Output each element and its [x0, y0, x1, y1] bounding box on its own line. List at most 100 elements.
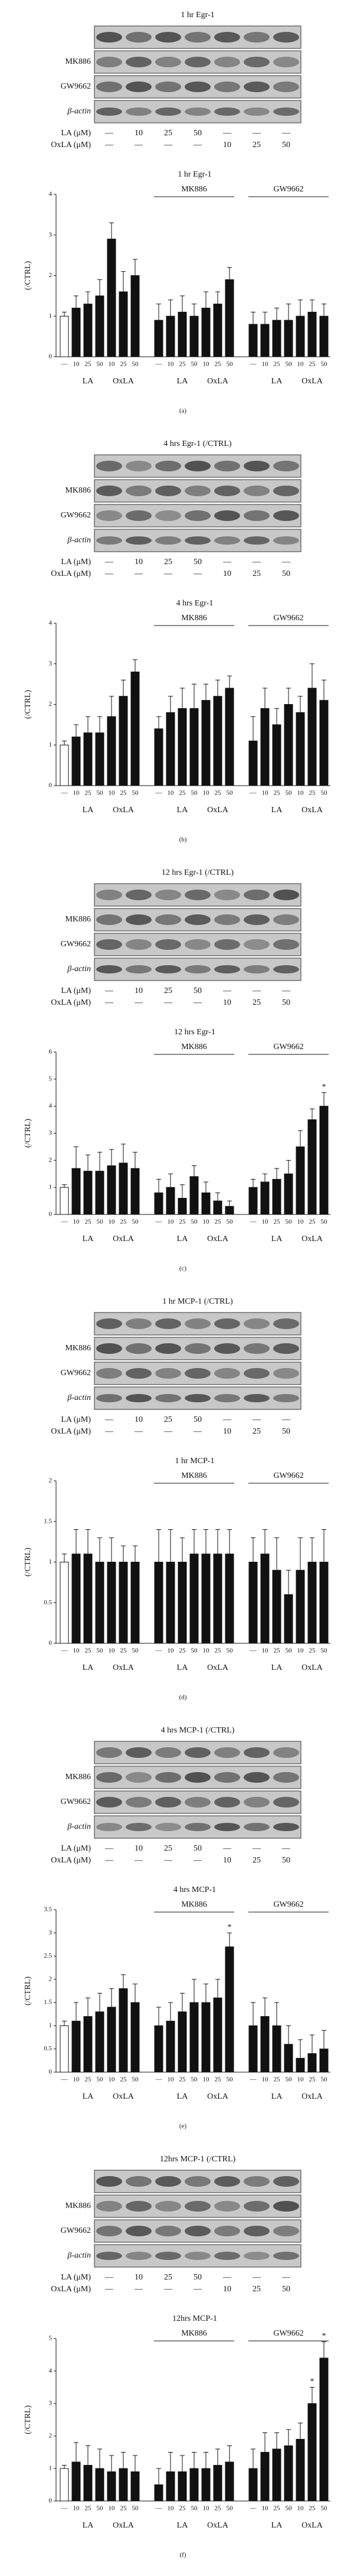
- y-tick-label: 4: [49, 191, 53, 198]
- bar: [130, 275, 140, 357]
- treatment-label: OxLA (μM): [51, 569, 91, 578]
- blot-band: [96, 108, 122, 116]
- blot-band: [155, 2201, 181, 2212]
- error-bar: [156, 2468, 161, 2485]
- blot-band: [155, 1368, 181, 1379]
- blot-band: [244, 1747, 270, 1758]
- x-tick-label: 10: [73, 2076, 80, 2083]
- treatment-label: LA (μM): [61, 1844, 91, 1853]
- lane-label: —: [193, 1856, 202, 1865]
- lane-label: 50: [282, 1856, 290, 1865]
- y-tick-label: 2: [49, 2432, 53, 2440]
- blot-band: [155, 1318, 181, 1329]
- x-tick-label: 25: [120, 361, 127, 368]
- error-bar: [180, 2455, 185, 2472]
- error-bar: [286, 304, 291, 321]
- blot-band: [155, 1772, 181, 1783]
- group-sublabel: LA: [271, 1663, 283, 1672]
- error-bar: [180, 1184, 185, 1199]
- error-bar: [251, 1178, 255, 1188]
- x-tick-label: —: [155, 790, 163, 797]
- bar: [319, 700, 329, 786]
- x-tick-label: —: [250, 790, 257, 797]
- blot-band: [96, 1343, 122, 1354]
- x-tick-label: 25: [85, 790, 92, 797]
- bar: [189, 315, 199, 357]
- blot-band: [185, 1772, 211, 1783]
- x-tick-label: 10: [262, 2505, 269, 2512]
- bar: [284, 2044, 293, 2073]
- lane-label: 10: [135, 1844, 143, 1853]
- bar: [71, 2461, 81, 2502]
- group-sublabel: OxLA: [301, 1235, 323, 1243]
- blot-band: [214, 32, 240, 43]
- error-bar: [133, 259, 137, 276]
- bar: [284, 1173, 293, 1215]
- error-bar: [263, 1529, 267, 1554]
- blot-band: [244, 1318, 270, 1329]
- bar: [119, 1162, 128, 1215]
- blot-band: [126, 486, 152, 496]
- x-tick-label: 25: [215, 790, 222, 797]
- error-bar: [227, 1529, 232, 1554]
- group-header: GW9662: [273, 614, 303, 623]
- bar: [71, 737, 81, 786]
- blot-band: [155, 461, 181, 471]
- blot-band: [185, 57, 211, 67]
- bar: [60, 1562, 69, 1644]
- bar: [248, 2025, 258, 2073]
- error-bar: [192, 1529, 196, 1554]
- x-tick-label: —: [250, 2505, 257, 2512]
- y-tick-label: 1.5: [44, 1517, 52, 1525]
- error-bar: [263, 1173, 267, 1182]
- group-sublabel: LA: [271, 377, 283, 386]
- y-tick-label: 0: [49, 353, 53, 360]
- blot-band: [155, 32, 181, 43]
- x-tick-label: 25: [215, 2505, 222, 2512]
- bar: [189, 708, 199, 786]
- bar: [260, 708, 270, 786]
- error-bar: [215, 1192, 220, 1201]
- blot-band: [244, 1772, 270, 1783]
- blot-band: [185, 1747, 211, 1758]
- bar: [213, 1200, 222, 1215]
- lane-label: 10: [135, 986, 143, 995]
- blot-band: [126, 1797, 152, 1808]
- group-sublabel: LA: [177, 1235, 189, 1243]
- x-tick-label: 25: [215, 1219, 222, 1226]
- error-bar: [62, 2465, 67, 2468]
- error-bar: [192, 1979, 196, 2003]
- error-bar: [274, 308, 279, 321]
- group-sublabel: LA: [83, 1235, 94, 1243]
- lane-label: —: [281, 986, 291, 995]
- bar: [213, 1997, 222, 2073]
- y-tick-label: 1: [49, 1558, 53, 1565]
- x-tick-label: 50: [191, 1647, 198, 1655]
- y-tick-label: 2: [49, 1975, 53, 1982]
- blot-band: [155, 939, 181, 950]
- error-bar: [263, 311, 267, 324]
- blot-band: [126, 2226, 152, 2236]
- error-bar: [227, 675, 232, 688]
- blot-band: [214, 1797, 240, 1808]
- y-tick-label: 2: [49, 1477, 53, 1484]
- lane-label: 50: [282, 141, 290, 149]
- error-bar: [180, 688, 185, 709]
- blot-band: [273, 486, 299, 496]
- group-sublabel: LA: [271, 2092, 283, 2101]
- blot-band: [244, 1823, 270, 1831]
- bar: [296, 2439, 305, 2502]
- x-tick-label: 10: [297, 2076, 304, 2083]
- blot-band: [96, 890, 122, 900]
- error-bar: [274, 1537, 279, 1571]
- x-tick-label: 25: [215, 2076, 222, 2083]
- bar: [119, 1562, 128, 1644]
- group-sublabel: OxLA: [113, 1235, 135, 1243]
- group-sublabel: OxLA: [207, 1663, 229, 1672]
- panel-label: (c): [179, 1265, 187, 1272]
- bar: [284, 320, 293, 357]
- bar: [213, 696, 222, 786]
- x-tick-label: —: [155, 1219, 163, 1226]
- x-tick-label: —: [155, 2505, 163, 2512]
- y-tick-label: 3: [49, 1929, 53, 1936]
